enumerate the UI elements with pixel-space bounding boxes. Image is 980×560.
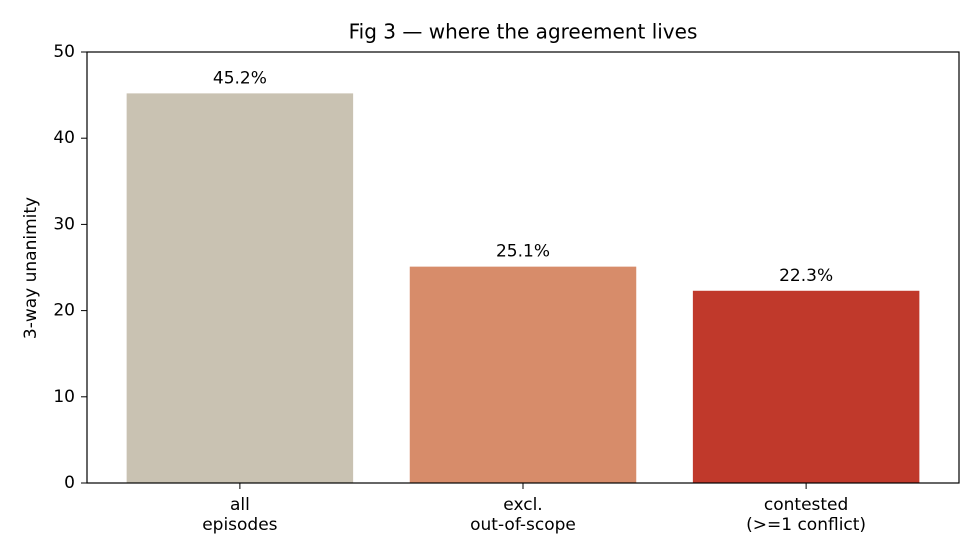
value-label: 25.1%	[496, 242, 550, 262]
x-tick-label: all episodes	[202, 495, 278, 535]
plot-frame	[86, 51, 960, 484]
y-tick-label: 30	[53, 214, 75, 234]
y-tick-label: 20	[53, 301, 75, 321]
bar	[409, 266, 637, 483]
value-label: 22.3%	[779, 266, 833, 286]
chart-title: Fig 3 — where the agreement lives	[349, 20, 698, 44]
y-tick-label: 0	[64, 473, 75, 493]
y-tick-label: 40	[53, 128, 75, 148]
bar	[126, 93, 354, 483]
y-tick-label: 10	[53, 387, 75, 407]
y-tick-label: 50	[53, 42, 75, 62]
x-tick-label: excl. out-of-scope	[470, 495, 576, 535]
x-tick-label: contested (>=1 conflict)	[746, 495, 867, 535]
y-axis-label: 3-way unanimity	[21, 197, 41, 339]
value-label: 45.2%	[213, 68, 267, 88]
bar	[692, 290, 920, 483]
